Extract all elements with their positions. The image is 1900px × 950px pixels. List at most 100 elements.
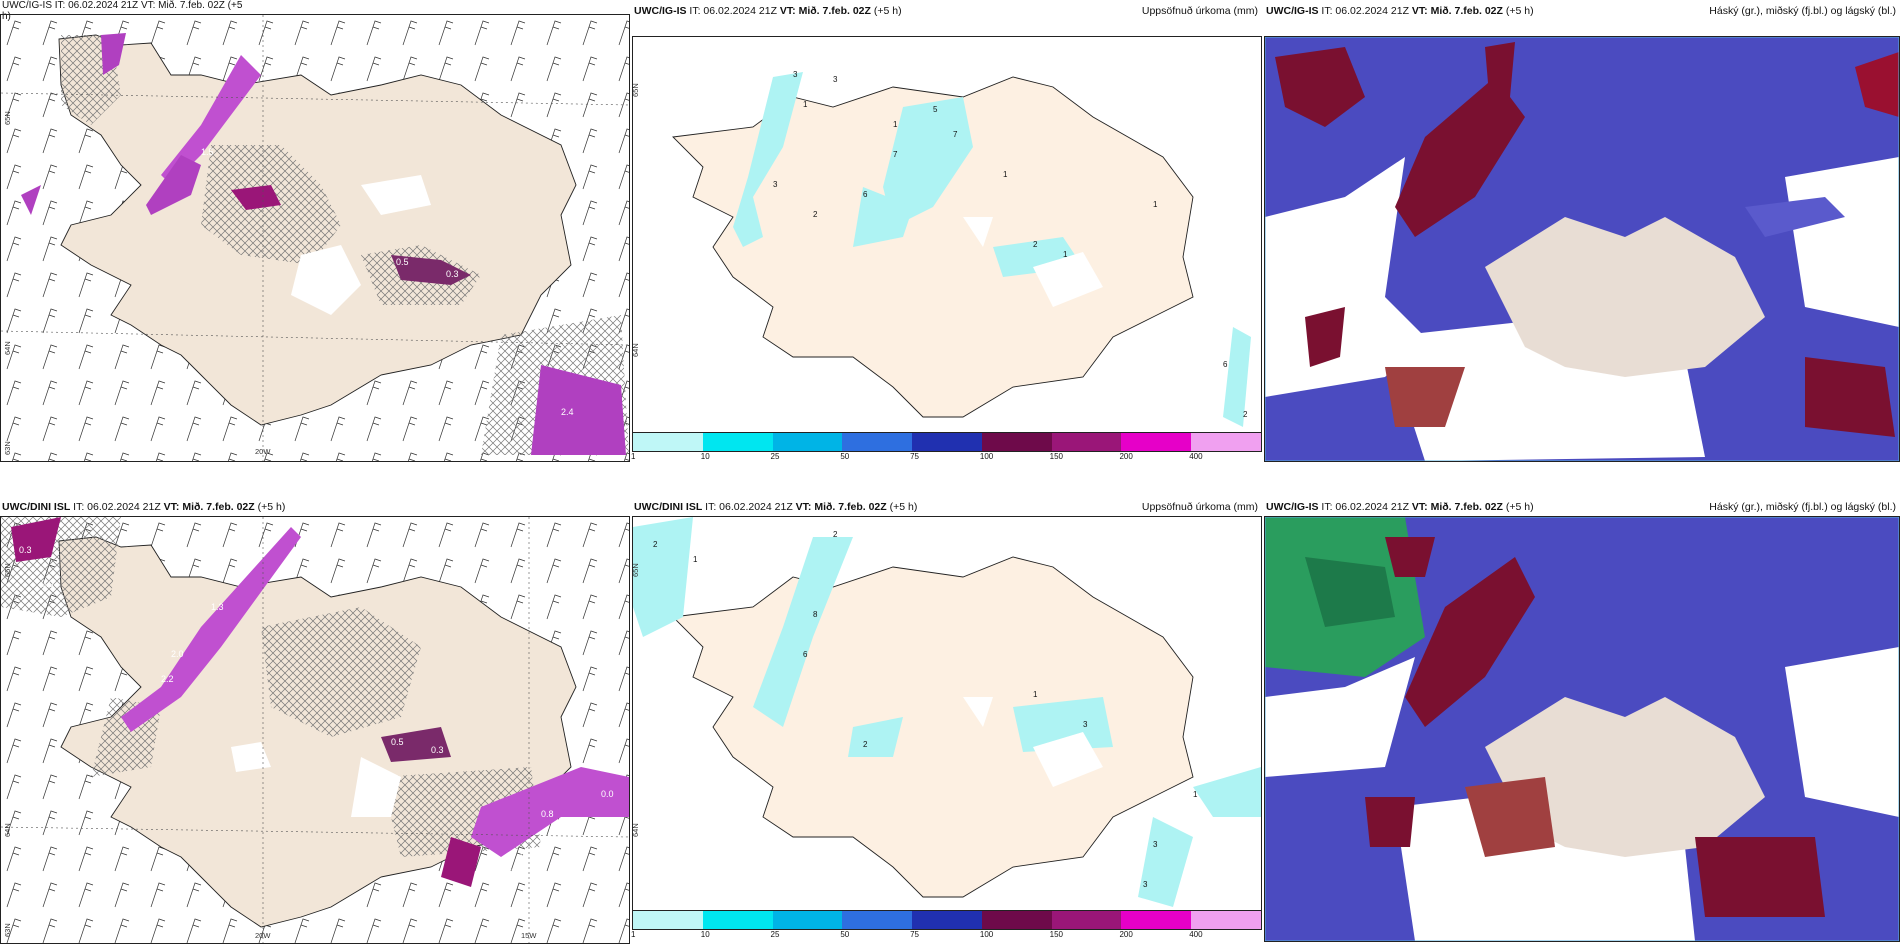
colorbar-tick: 400: [1189, 452, 1203, 461]
precip-label: 3: [1143, 880, 1148, 889]
colorbar-tick: 10: [700, 452, 710, 461]
lat-label: 63N: [3, 441, 12, 455]
value-label: 0.3: [431, 745, 444, 755]
panel-precip-bottom: UWC/DINI ISL IT: 06.02.2024 21Z VT: Mið.…: [631, 480, 1262, 950]
valid-time: VT: Mið. 7.feb. 02Z: [795, 501, 887, 513]
init-time: IT: 06.02.2024 21Z: [705, 501, 793, 513]
precip-label: 2: [863, 740, 868, 749]
precip-colorbar: 1 10 25 50 75 100 150 200 400: [631, 910, 1262, 939]
colorbar-segment: [633, 911, 703, 929]
colorbar-tick: 50: [840, 930, 850, 939]
map-frame[interactable]: 3 3 1 1 5 7 6 7 3 2 1 2 1 1 6 2 65N 64N: [632, 36, 1262, 434]
value-label: 3.2: [511, 867, 524, 877]
colorbar-tick: 200: [1119, 930, 1133, 939]
valid-time: VT: Mið. 7.feb. 02Z: [1411, 501, 1503, 513]
value-label: 3.1: [511, 849, 524, 859]
colorbar-tick: 100: [979, 930, 994, 939]
panel-precip-top: UWC/IG-IS IT: 06.02.2024 21Z VT: Mið. 7.…: [631, 0, 1262, 470]
precip-label: 5: [933, 105, 938, 114]
precip-label: 1: [1003, 170, 1008, 179]
precip-map: 3 3 1 1 5 7 6 7 3 2 1 2 1 1 6 2: [672, 70, 1251, 427]
model-name: UWC/DINI ISL: [634, 501, 703, 513]
model-name: UWC/IG-IS: [1266, 5, 1319, 17]
precip-label: 3: [1083, 720, 1088, 729]
precip-label: 6: [803, 650, 808, 659]
lat-label: 64N: [3, 341, 12, 355]
precip-label: 7: [953, 130, 958, 139]
map-frame[interactable]: [1264, 516, 1900, 942]
colorbar-tick: 150: [1049, 930, 1064, 939]
colorbar-segment: [1051, 911, 1122, 929]
value-label: 1.3: [211, 602, 224, 612]
precip-label: 6: [863, 190, 868, 199]
precip-label: 8: [813, 610, 818, 619]
init-time: IT: 06.02.2024 21Z: [1321, 501, 1409, 513]
colorbar-segment: [1121, 433, 1192, 451]
value-label: 0.0: [601, 789, 614, 799]
precip-label: 3: [1153, 840, 1158, 849]
precip-map: 2 2 1 8 6 2 1 3 1 3 3: [633, 517, 1261, 907]
colorbar-tick: 75: [910, 930, 920, 939]
colorbar-tick: 25: [770, 452, 780, 461]
model-name: UWC/IG-IS: [634, 5, 687, 17]
lat-label: 64N: [3, 823, 12, 837]
colorbar-segment: [842, 911, 913, 929]
precip-label: 1: [1193, 790, 1198, 799]
colorbar-segment: [772, 433, 843, 451]
lead-time: (+5 h): [1505, 5, 1534, 17]
panel-wind-bottom: UWC/DINI ISL IT: 06.02.2024 21Z VT: Mið.…: [0, 480, 630, 950]
panel-clouds-top: UWC/IG-IS IT: 06.02.2024 21Z VT: Mið. 7.…: [1264, 0, 1900, 470]
panel-wind-top: UWC/IG-IS IT: 06.02.2024 21Z VT: Mið. 7.…: [0, 0, 630, 470]
precip-label: 2: [833, 530, 838, 539]
lead-time: (+5 h): [257, 501, 286, 513]
precip-label: 2: [1243, 410, 1248, 419]
lat-label: 65N: [632, 563, 640, 577]
panel-title: Uppsöfnuð úrkoma (mm): [1141, 501, 1258, 513]
colorbar-segment: [772, 911, 843, 929]
map-frame[interactable]: [1264, 36, 1900, 462]
colorbar-segment: [702, 911, 773, 929]
precip-label: 1: [1033, 690, 1038, 699]
precip-label: 1: [1153, 200, 1158, 209]
colorbar-segment: [912, 433, 982, 451]
colorbar-segment: [842, 433, 913, 451]
map-frame[interactable]: 0.3 0.5 0.3 1.5 2.4 65N 64N 63N 20W: [0, 14, 630, 462]
init-time: IT: 06.02.2024 21Z: [73, 501, 161, 513]
precip-label: 1: [803, 100, 808, 109]
value-label: 0.3: [19, 545, 32, 555]
lon-label: 15W: [521, 931, 537, 940]
colorbar-segment: [1191, 911, 1261, 929]
precip-label: 1: [893, 120, 898, 129]
colorbar-segment: [912, 911, 982, 929]
init-time: IT: 06.02.2024 21Z: [1321, 5, 1409, 17]
model-name: UWC/DINI ISL: [2, 501, 71, 513]
precip-label: 2: [653, 540, 658, 549]
lat-label: 64N: [632, 823, 640, 837]
init-time: IT: 06.02.2024 21Z: [689, 5, 777, 17]
panel-header: UWC/DINI ISL IT: 06.02.2024 21Z VT: Mið.…: [632, 496, 1262, 516]
panel-title: Háský (gr.), miðský (fj.bl.) og lágský (…: [1709, 5, 1896, 17]
lat-label: 65N: [632, 83, 640, 97]
panel-title: Háský (gr.), miðský (fj.bl.) og lágský (…: [1709, 501, 1896, 513]
lon-label: 20W: [255, 931, 271, 940]
map-frame[interactable]: 0.3 1.3 0.0 2.0 2.2 0.5 0.3 0.8 3.1 2.6 …: [0, 516, 630, 944]
svg-text:0.5: 0.5: [396, 257, 409, 267]
panel-header: UWC/IG-IS IT: 06.02.2024 21Z VT: Mið. 7.…: [632, 0, 1262, 20]
value-label: 0.8: [541, 809, 554, 819]
precip-label: 3: [773, 180, 778, 189]
colorbar-tick: 100: [979, 452, 994, 461]
colorbar-tick: 50: [840, 452, 850, 461]
value-label: 2.0: [171, 649, 184, 659]
map-frame[interactable]: 2 2 1 8 6 2 1 3 1 3 3 65N 64N: [632, 516, 1262, 912]
colorbar-tick: 75: [910, 452, 920, 461]
wind-map: 0.3 0.5 0.3 1.5 2.4: [1, 15, 629, 461]
svg-text:2.4: 2.4: [561, 407, 574, 417]
lat-label: 63N: [3, 923, 12, 937]
colorbar-segment: [981, 911, 1052, 929]
value-label: 2.2: [161, 674, 174, 684]
model-name: UWC/IG-IS: [1266, 501, 1319, 513]
precip-label: 6: [1223, 360, 1228, 369]
svg-text:1.5: 1.5: [201, 147, 214, 157]
precip-label: 3: [833, 75, 838, 84]
valid-time: VT: Mið. 7.feb. 02Z: [163, 501, 255, 513]
